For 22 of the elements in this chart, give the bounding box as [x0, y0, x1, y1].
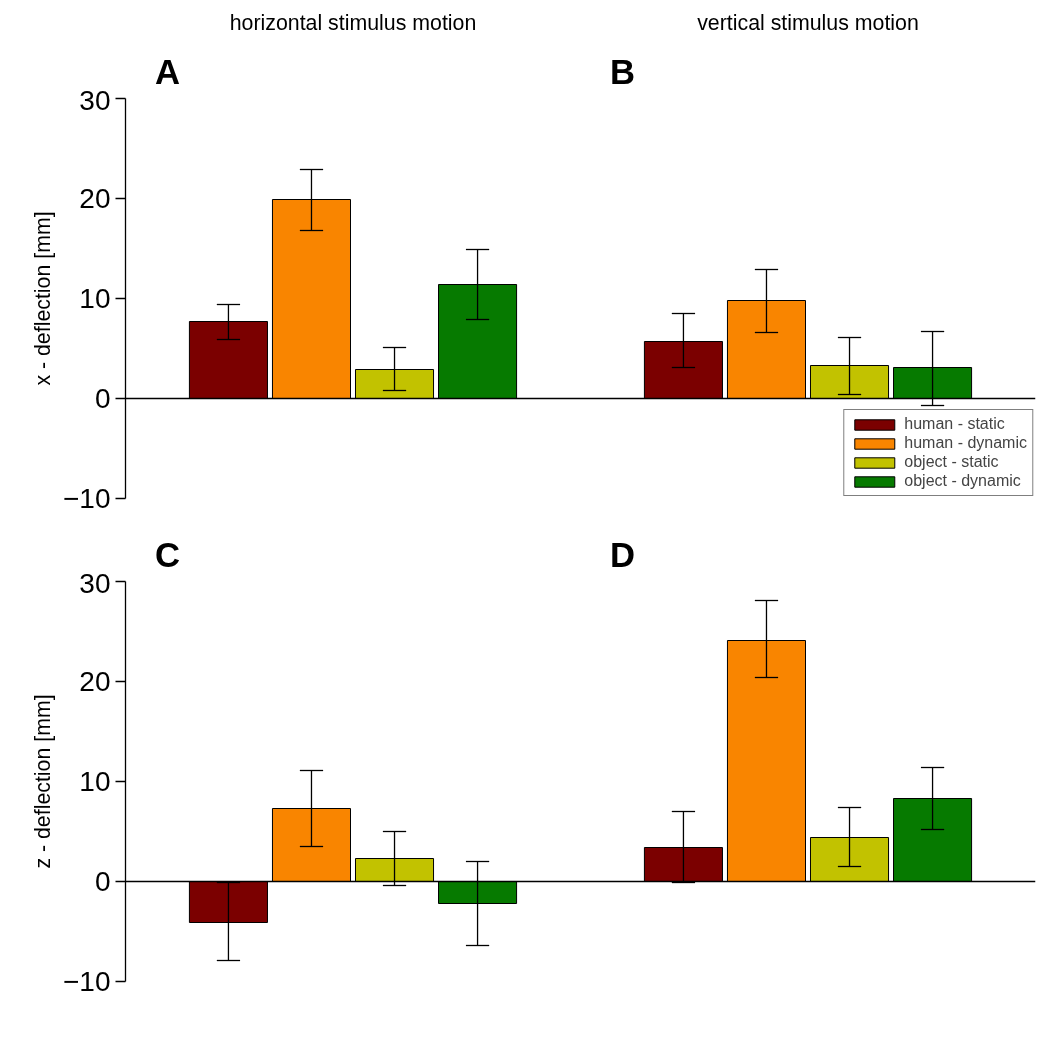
y-tick-label: −10 — [63, 966, 111, 997]
legend-label: human - static — [904, 415, 1005, 433]
legend-label: human - dynamic — [904, 434, 1027, 452]
y-tick-label: 0 — [94, 383, 111, 414]
text: horizontal stimulus motion — [229, 10, 477, 35]
legend-label: object - static — [904, 453, 999, 471]
y-tick-label: 10 — [79, 283, 111, 314]
text: A — [155, 52, 181, 91]
y-axis-title: z - deflection [mm] — [31, 694, 55, 869]
text: D — [610, 535, 636, 574]
y-axis-title: x - deflection [mm] — [31, 211, 55, 386]
y-tick-label: 30 — [79, 84, 111, 116]
y-tick-label: 20 — [79, 666, 111, 697]
text: vertical stimulus motion — [697, 10, 919, 35]
y-tick-label: 10 — [79, 766, 111, 797]
text: C — [155, 535, 181, 574]
y-tick-label: 0 — [94, 866, 111, 897]
text: B — [610, 52, 636, 91]
y-tick-label: 30 — [79, 567, 111, 599]
y-tick-label: 20 — [79, 183, 111, 214]
legend-label: object - dynamic — [904, 472, 1021, 490]
y-tick-label: −10 — [63, 483, 111, 514]
